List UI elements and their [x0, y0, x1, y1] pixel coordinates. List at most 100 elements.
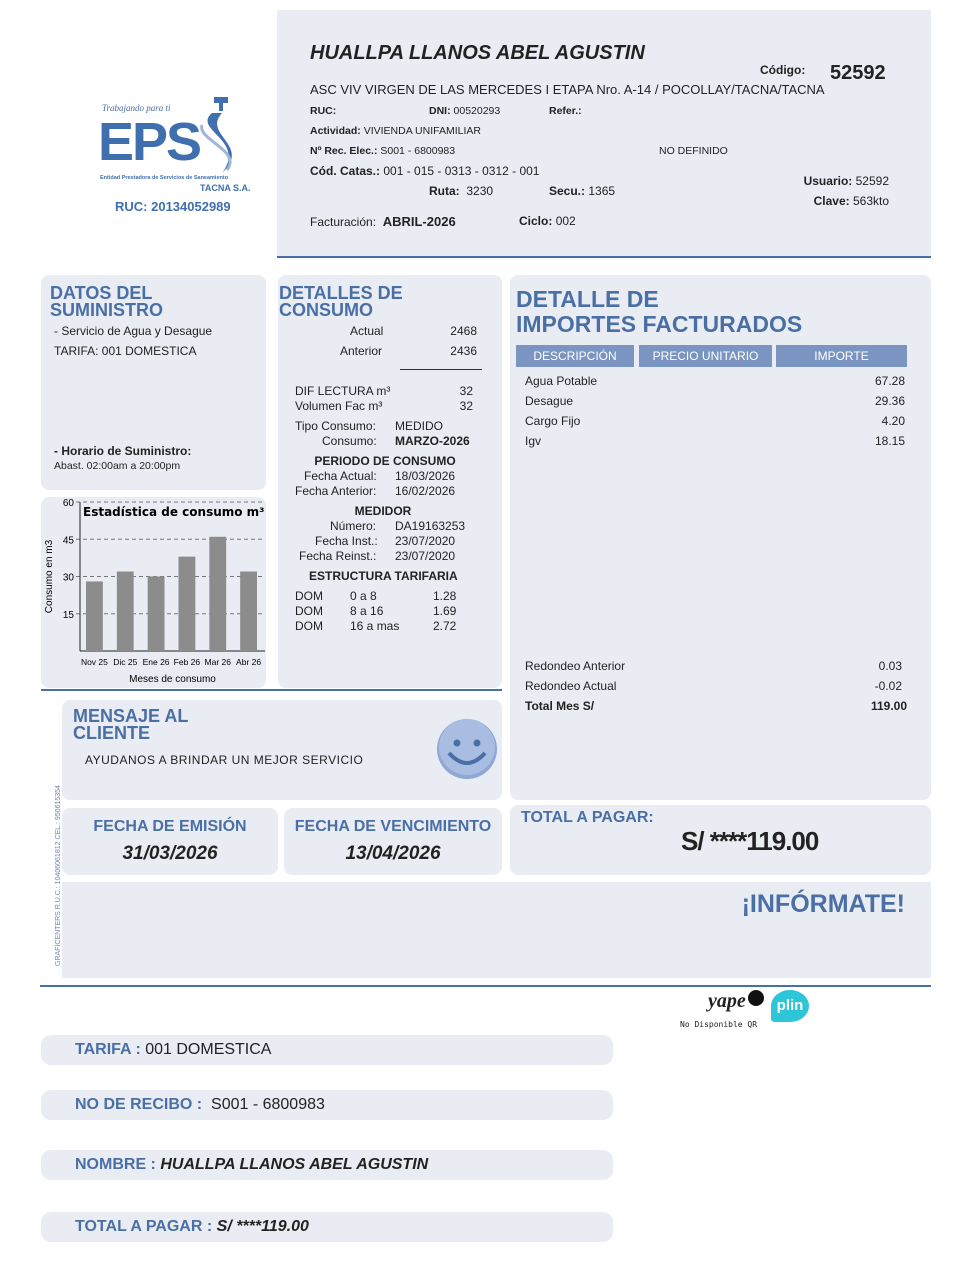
- stub-recibo: NO DE RECIBO : S001 - 6800983: [41, 1090, 613, 1120]
- chart-title: Estadística de consumo m³: [83, 505, 264, 519]
- y-tick-label: 45: [63, 535, 75, 546]
- stub-tarifa: TARIFA : 001 DOMESTICA: [41, 1035, 613, 1065]
- logo-company: TACNA S.A.: [200, 183, 251, 193]
- tarifa-rango: 16 a mas: [350, 619, 400, 633]
- actual-value: 2468: [450, 324, 477, 338]
- col-descripcion: DESCRIPCIÓN: [516, 345, 634, 367]
- secu-field: Secu.: 1365: [549, 184, 616, 198]
- importe-descripcion: Cargo Fijo: [525, 414, 581, 428]
- x-tick-label: Abr 26: [236, 657, 261, 667]
- logo-ruc: RUC: 20134052989: [115, 199, 231, 214]
- redondeo-actual-label: Redondeo Actual: [525, 679, 617, 693]
- divider: [40, 985, 931, 987]
- vol-value: 32: [459, 399, 473, 413]
- customer-name: HUALLPA LLANOS ABEL AGUSTIN: [310, 42, 645, 64]
- stub-total: TOTAL A PAGAR : S/ ****119.00: [41, 1212, 613, 1242]
- anterior-label: Anterior: [340, 344, 383, 358]
- divider: [400, 369, 482, 370]
- tarifa: TARIFA: 001 DOMESTICA: [54, 344, 197, 358]
- no-definido: NO DEFINIDO: [659, 145, 728, 157]
- x-tick-label: Mar 26: [205, 657, 232, 667]
- printer-credit: GRAFICENTERS R.U.C.: 10406061812 CEL.: 9…: [55, 785, 62, 966]
- fecha-inst-label: Fecha Inst.:: [315, 534, 378, 548]
- importe-valor: 29.36: [874, 394, 905, 408]
- section-title: CONSUMO: [279, 300, 373, 320]
- consumption-chart: 15 30 45 60 Nov 25 Dic 25 Ene 26 Feb 26 Mar 26 Ab…: [44, 498, 265, 685]
- dni-field: DNI: 00520293: [429, 105, 501, 117]
- bar: [86, 581, 103, 651]
- dif-label: DIF LECTURA m³: [295, 384, 391, 398]
- col-importe: IMPORTE: [776, 345, 907, 367]
- datos-suministro: DATOS DEL SUMINISTRO - Servicio de Agua y…: [41, 275, 266, 490]
- actividad-field: Actividad: VIVIENDA UNIFAMILIAR: [310, 125, 481, 137]
- y-tick-label: 15: [63, 610, 75, 621]
- tarifa-rango: 0 a 8: [350, 589, 377, 603]
- estructura-heading: ESTRUCTURA TARIFARIA: [309, 569, 458, 583]
- fecha-emision: FECHA DE EMISIÓN 31/03/2026: [62, 808, 278, 875]
- section-title: CLIENTE: [73, 723, 151, 743]
- stub-nombre: NOMBRE : HUALLPA LLANOS ABEL AGUSTIN: [41, 1150, 613, 1180]
- servicio: - Servicio de Agua y Desague: [54, 324, 213, 338]
- section-title: DETALLE DE: [516, 286, 659, 312]
- col-precio-unitario: PRECIO UNITARIO: [639, 345, 772, 367]
- section-title: SUMINISTRO: [50, 300, 164, 320]
- customer-header: HUALLPA LLANOS ABEL AGUSTIN Código: 5259…: [277, 10, 931, 258]
- mensaje-cliente: MENSAJE AL CLIENTE AYUDANOS A BRINDAR UN …: [62, 700, 502, 800]
- tarifa-categoria: DOM: [295, 604, 323, 618]
- yape-logo: yape: [708, 990, 764, 1013]
- horario-label: - Horario de Suministro:: [54, 444, 192, 458]
- fecha-actual: 18/03/2026: [395, 469, 456, 483]
- fecha-actual-label: Fecha Actual:: [304, 469, 377, 483]
- fecha-inst: 23/07/2020: [395, 534, 456, 548]
- bar: [116, 571, 134, 651]
- consumo-label: Consumo:: [322, 434, 377, 448]
- importe-descripcion: Igv: [525, 434, 542, 448]
- tipo-label: Tipo Consumo:: [295, 419, 376, 433]
- x-axis-label: Meses de consumo: [129, 674, 216, 685]
- anterior-value: 2436: [450, 344, 477, 358]
- total-mes-label: Total Mes S/: [525, 699, 595, 713]
- x-tick-label: Dic 25: [113, 657, 137, 667]
- section-title: IMPORTES FACTURADOS: [516, 311, 803, 337]
- usuario-field: Usuario: 52592: [803, 174, 889, 188]
- refer-field: Refer.:: [549, 105, 582, 117]
- facturacion-field: Facturación: ABRIL-2026: [310, 214, 456, 229]
- dif-value: 32: [459, 384, 473, 398]
- medidor-heading: MEDIDOR: [354, 504, 412, 518]
- catastro-field: Cód. Catas.: 001 - 015 - 0313 - 0312 - 0…: [310, 164, 540, 178]
- detalles-consumo: DETALLES DE CONSUMO Actual 2468 Anterior …: [278, 275, 502, 688]
- plin-logo: plin: [771, 990, 809, 1022]
- emision-value: 31/03/2026: [122, 843, 218, 864]
- eps-logo: Trabajando para ti EPS Entidad Prestador…: [98, 95, 258, 220]
- bar: [240, 571, 257, 651]
- section-title: DETALLES DE: [279, 283, 403, 303]
- section-title: MENSAJE AL: [73, 706, 189, 726]
- bar: [209, 536, 227, 651]
- bar: [178, 556, 196, 651]
- water-swirl-icon: [200, 97, 232, 173]
- mensaje-text: AYUDANOS A BRINDAR UN MEJOR SERVICIO: [85, 753, 364, 767]
- ciclo-field: Ciclo: 002: [519, 214, 576, 228]
- section-title: DATOS DEL: [50, 283, 153, 303]
- codigo-label: Código:: [760, 63, 806, 77]
- address: ASC VIV VIRGEN DE LAS MERCEDES I ETAPA N…: [310, 82, 825, 97]
- vencimiento-value: 13/04/2026: [345, 843, 441, 864]
- total-a-pagar: TOTAL A PAGAR: S/ ****119.00: [510, 805, 931, 875]
- x-tick-label: Feb 26: [174, 657, 201, 667]
- emision-label: FECHA DE EMISIÓN: [93, 818, 247, 835]
- fecha-anterior: 16/02/2026: [395, 484, 456, 498]
- consumo-value: MARZO-2026: [395, 434, 470, 448]
- codigo-value: 52592: [830, 62, 886, 84]
- numero-label: Número:: [330, 519, 377, 533]
- qr-status: No Disponible QR: [680, 1020, 758, 1029]
- tarifa-precio: 1.69: [433, 604, 457, 618]
- numero: DA19163253: [395, 519, 466, 533]
- vencimiento-label: FECHA DE VENCIMIENTO: [294, 818, 492, 835]
- redondeo-anterior-label: Redondeo Anterior: [525, 659, 626, 673]
- total-label: TOTAL A PAGAR:: [521, 809, 654, 826]
- redondeo-actual: -0.02: [874, 679, 902, 693]
- informate-title: ¡INFÓRMATE!: [741, 890, 905, 918]
- tarifa-categoria: DOM: [295, 589, 323, 603]
- logo-tagline: Trabajando para ti: [102, 103, 171, 113]
- recibo-field: Nº Rec. Elec.: S001 - 6800983: [310, 145, 456, 157]
